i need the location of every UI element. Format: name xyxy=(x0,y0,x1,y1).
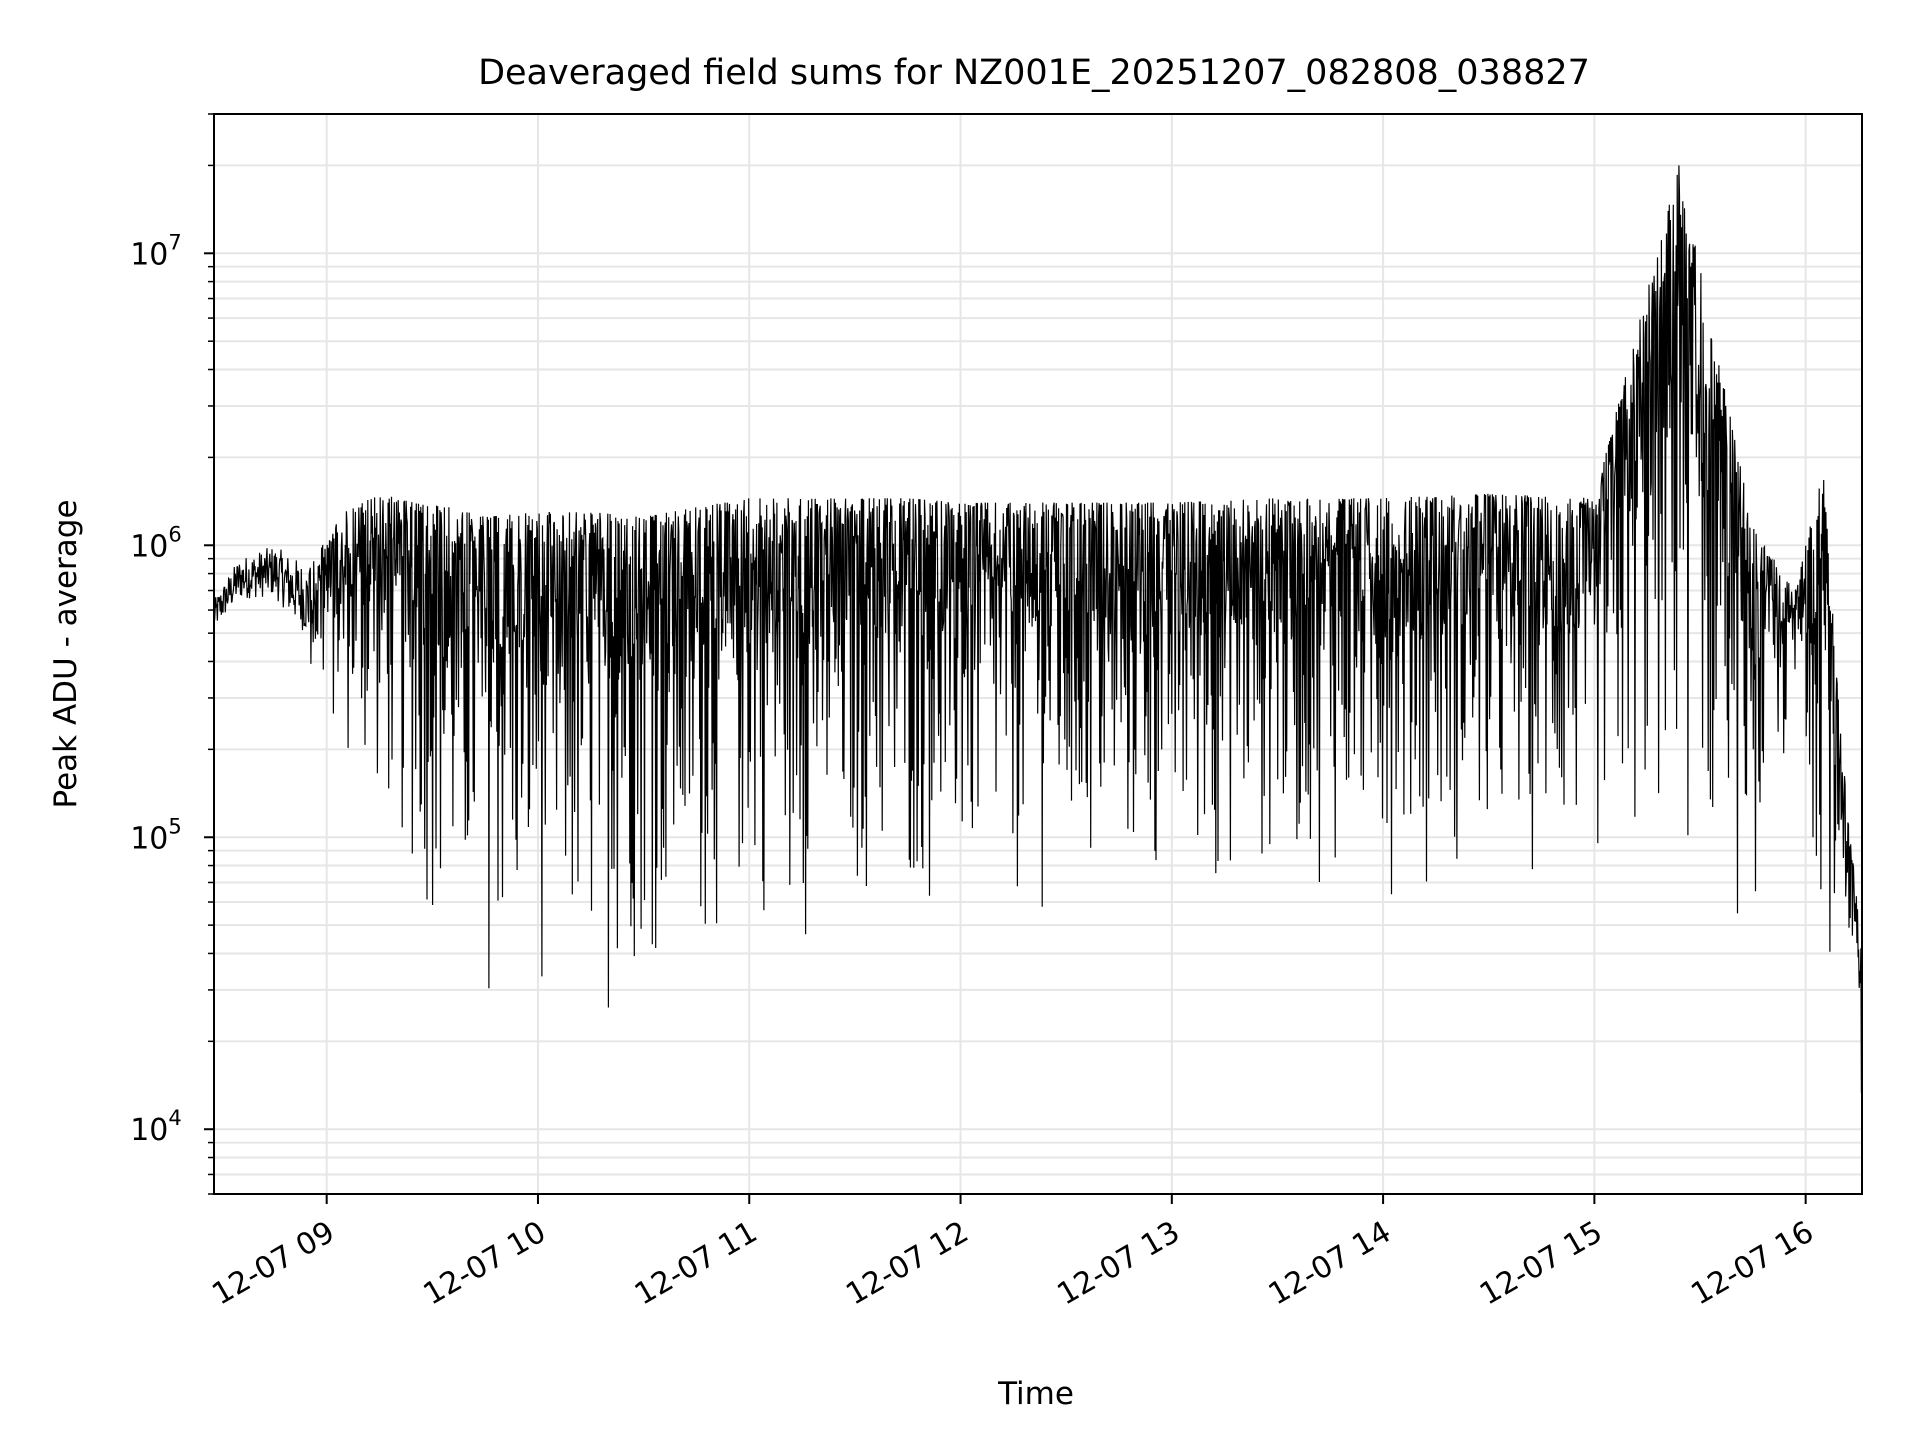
x-axis-label: Time xyxy=(997,1376,1074,1412)
chart-title: Deaveraged field sums for NZ001E_2025120… xyxy=(478,53,1590,93)
y-axis-label: Peak ADU - average xyxy=(48,499,84,808)
y-tick-label: 104 xyxy=(130,1106,182,1148)
y-tick-label: 106 xyxy=(130,522,182,564)
series-line xyxy=(214,165,1862,1093)
plot-frame xyxy=(213,113,1863,1195)
data-series xyxy=(214,165,1862,1093)
y-tick-label: 105 xyxy=(130,814,182,856)
y-tick-label: 107 xyxy=(130,230,182,272)
